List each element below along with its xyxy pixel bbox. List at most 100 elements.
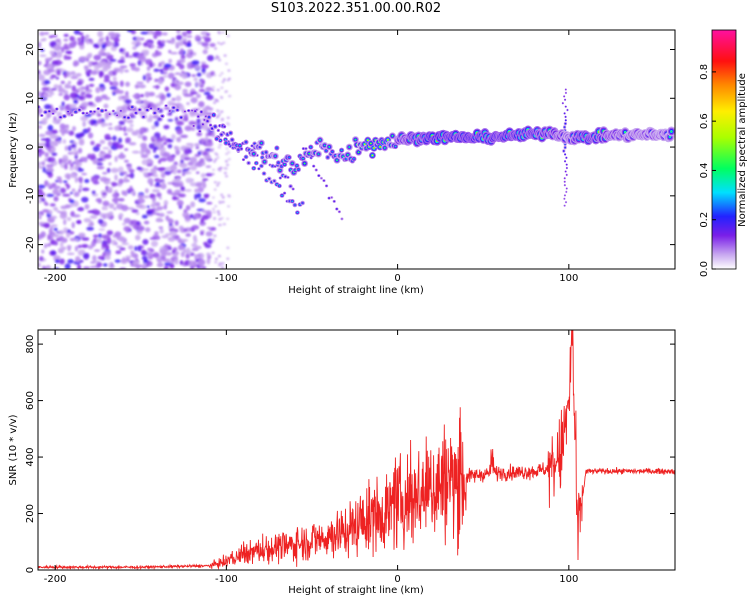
spectrogram-ridge-blob xyxy=(341,218,343,220)
spectrogram-noise-speck xyxy=(113,67,122,71)
spectrogram-ridge-blob xyxy=(78,109,81,111)
spectrogram-ridge-blob xyxy=(105,109,107,111)
spectrogram-noise-speck xyxy=(63,219,67,226)
spectrogram-noise-speck xyxy=(175,237,183,241)
spectrogram-noise-speck xyxy=(38,262,41,268)
spectrogram-noise-speck xyxy=(211,207,215,211)
spectrogram-ridge-blob xyxy=(205,115,207,117)
spectrogram-noise-speck xyxy=(198,88,205,93)
spectrogram-noise-speck xyxy=(38,60,42,66)
spectrogram-ridge-blob xyxy=(291,200,294,202)
spectrogram-noise-speck xyxy=(154,146,158,151)
spectrogram-ridge-blob xyxy=(371,154,374,157)
spectrogram-noise-speck xyxy=(223,171,227,175)
spectrogram-noise-speck xyxy=(186,247,191,253)
spectrogram-noise-speck xyxy=(194,143,200,147)
spectrogram-noise-speck xyxy=(136,36,142,42)
spectrogram-noise-speck xyxy=(100,212,104,218)
spectrogram-noise-speck xyxy=(166,211,173,214)
spectrogram-ridge-blob xyxy=(563,126,566,128)
spectrogram-noise-speck xyxy=(118,127,124,131)
spectrogram-noise-speck xyxy=(202,49,208,55)
spectrogram-noise-speck xyxy=(60,80,65,85)
spectrogram-noise-speck xyxy=(201,67,206,73)
spectrogram-noise-speck xyxy=(168,58,173,64)
spectrogram-noise-speck xyxy=(111,182,118,187)
spectrogram-noise-speck xyxy=(79,184,83,189)
spectrogram-ridge-blob xyxy=(565,164,568,166)
spectrogram-noise-speck xyxy=(112,76,117,81)
spectrogram-ridge-blob xyxy=(44,111,47,113)
spectrogram-noise-speck xyxy=(149,237,157,240)
spectrogram-noise-speck xyxy=(88,77,95,81)
spectrogram-noise-speck xyxy=(220,265,224,268)
spectrogram-noise-speck xyxy=(206,226,212,230)
spectrogram-noise-speck xyxy=(208,107,214,111)
spectrogram-noise-speck xyxy=(208,96,214,100)
spectrogram-noise-speck xyxy=(103,153,112,159)
spectrogram-noise-speck xyxy=(146,210,153,215)
spectrogram-noise-speck xyxy=(136,56,145,60)
spectrogram-noise-speck xyxy=(214,257,218,261)
spectrogram-noise-speck xyxy=(162,152,171,158)
spectrogram-noise-speck xyxy=(72,126,77,132)
spectrogram-noise-speck xyxy=(85,57,90,62)
spectrogram-ridge-blob xyxy=(142,116,145,118)
spectrogram-ridge-blob xyxy=(394,145,397,148)
spectrogram-noise-speck xyxy=(218,167,222,170)
snr-frame xyxy=(37,329,676,571)
spectrogram-noise-speck xyxy=(227,77,231,81)
spectrogram-noise-speck xyxy=(74,245,79,252)
spectrogram-noise-speck xyxy=(173,79,178,85)
spectrogram-noise-speck xyxy=(186,42,192,48)
spectrogram-ridge-blob xyxy=(294,204,296,206)
spectrogram-noise-speck xyxy=(185,205,191,211)
spectrogram-noise-speck xyxy=(106,167,111,173)
spectrogram-noise-speck xyxy=(196,93,201,99)
spectrogram-noise-speck xyxy=(137,225,145,232)
spectrogram-noise-speck xyxy=(44,152,49,158)
spectrogram-ridge-blob xyxy=(373,147,375,149)
spectrogram-noise-speck xyxy=(75,220,82,224)
spectrogram-noise-speck xyxy=(171,196,177,201)
spectrogram-noise-speck xyxy=(138,84,146,89)
spectrogram-ridge-blob xyxy=(229,145,232,147)
spectrogram-noise-speck xyxy=(44,243,48,249)
spectrogram-noise-speck xyxy=(66,174,71,180)
spectrogram-noise-speck xyxy=(215,98,219,102)
spectrogram-noise-speck xyxy=(108,211,114,217)
spectrogram-noise-speck xyxy=(75,256,81,263)
spectrogram-noise-speck xyxy=(213,188,217,191)
spectrogram-noise-speck xyxy=(42,37,47,42)
spectrogram-noise-speck xyxy=(60,205,68,210)
spectrogram-y-label: Frequency (Hz) xyxy=(8,112,19,188)
spectrogram-noise-speck xyxy=(78,32,84,36)
spectrogram-noise-speck xyxy=(86,226,94,231)
spectrogram-ridge-blob xyxy=(101,110,103,112)
spectrogram-noise-speck xyxy=(147,178,154,185)
spectrogram-noise-speck xyxy=(69,173,77,179)
spectrogram-noise-speck xyxy=(167,144,173,149)
spectrogram-noise-speck xyxy=(63,54,68,60)
spectrogram-noise-speck xyxy=(167,119,174,122)
snr-plot: -200 -100 0 100 0 200 400 600 800 Height of str… xyxy=(8,329,676,596)
spectrogram-noise-speck xyxy=(157,117,162,122)
spectrogram-noise-speck xyxy=(125,137,131,144)
spectrogram-noise-speck xyxy=(152,115,159,119)
spectrogram-noise-speck xyxy=(142,74,147,81)
spectrogram-noise-speck xyxy=(90,176,99,183)
spectrogram-noise-speck xyxy=(111,33,115,38)
spectrogram-noise-speck xyxy=(63,227,69,231)
spectrogram-ridge-blob xyxy=(199,130,201,132)
spectrogram-noise-speck xyxy=(63,43,69,50)
spectrogram-noise-speck xyxy=(97,218,104,225)
spectrogram-noise-speck xyxy=(205,210,212,216)
spectrogram-noise-speck xyxy=(104,133,111,140)
spectrogram-noise-speck xyxy=(211,86,215,89)
spectrogram-noise-speck xyxy=(76,80,83,86)
spectrogram-noise-speck xyxy=(176,169,182,174)
spectrogram-ridge-blob xyxy=(279,177,282,179)
spectrogram-noise-speck xyxy=(216,184,220,187)
spectrogram-noise-speck xyxy=(211,196,215,199)
spectrogram-ridge-blob xyxy=(202,123,204,125)
